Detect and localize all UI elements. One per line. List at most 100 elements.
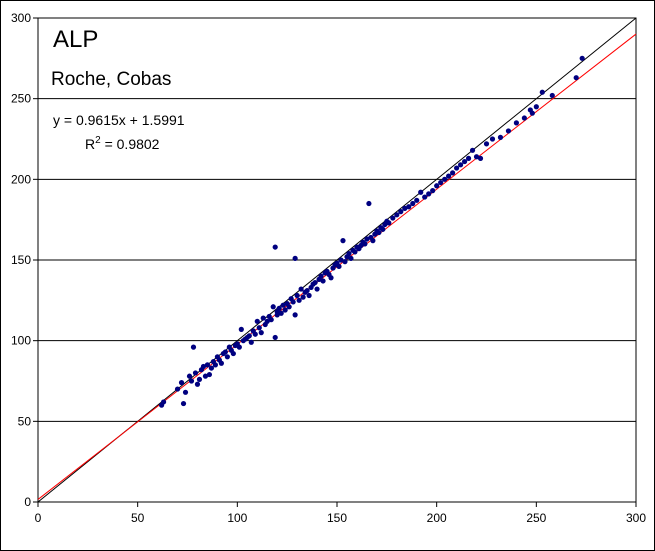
- data-point: [497, 134, 504, 140]
- data-point: [292, 255, 298, 261]
- data-point: [418, 189, 424, 195]
- data-point: [224, 354, 230, 360]
- data-point: [286, 304, 292, 310]
- data-point: [438, 179, 444, 186]
- y-tick-label: 0: [24, 495, 31, 509]
- chart-title: ALP: [53, 26, 98, 53]
- x-axis-ticks: 0 50 100 150 200 250 300: [35, 502, 646, 525]
- data-point: [204, 362, 211, 368]
- x-tick-label: 50: [131, 511, 145, 525]
- data-point: [579, 55, 585, 61]
- data-point: [521, 115, 527, 121]
- data-point: [292, 312, 298, 318]
- data-point: [539, 89, 545, 95]
- data-point: [294, 292, 300, 299]
- data-point: [380, 226, 386, 232]
- data-point: [278, 310, 284, 316]
- data-point: [450, 170, 456, 176]
- data-point: [328, 275, 334, 281]
- y-tick-label: 200: [11, 172, 31, 186]
- data-point: [186, 373, 193, 379]
- y-axis-ticks: 0 50 100 150 200 250 300: [11, 11, 38, 509]
- data-point: [446, 173, 452, 179]
- data-point: [410, 200, 416, 207]
- data-point: [206, 371, 213, 378]
- data-point: [340, 238, 346, 244]
- data-point: [505, 128, 512, 134]
- data-point: [390, 215, 396, 221]
- data-point: [256, 325, 262, 331]
- y-tick-label: 150: [11, 253, 31, 267]
- data-point: [469, 147, 476, 153]
- data-point: [402, 205, 408, 211]
- data-point: [300, 294, 306, 300]
- data-point: [290, 299, 296, 305]
- data-point: [222, 349, 228, 355]
- y-tick-label: 250: [11, 92, 31, 106]
- y-tick-label: 100: [11, 334, 31, 348]
- data-point: [258, 330, 264, 336]
- data-point: [190, 344, 197, 350]
- data-point: [366, 200, 372, 207]
- x-tick-label: 150: [327, 511, 347, 525]
- data-point: [270, 304, 276, 310]
- data-point: [364, 236, 370, 242]
- data-point: [529, 110, 535, 116]
- data-point: [461, 158, 468, 165]
- data-point: [178, 380, 185, 386]
- data-point: [426, 191, 432, 197]
- data-point: [230, 350, 236, 357]
- data-point: [276, 305, 282, 311]
- data-point: [386, 220, 392, 226]
- data-point: [188, 378, 195, 384]
- data-point: [254, 318, 260, 324]
- data-point: [268, 317, 274, 323]
- data-point: [465, 155, 472, 161]
- data-point: [346, 250, 352, 257]
- data-point: [398, 209, 404, 215]
- data-point: [212, 362, 219, 368]
- data-point: [246, 333, 252, 339]
- data-point: [264, 318, 270, 324]
- data-point: [296, 297, 302, 303]
- data-point: [318, 273, 324, 279]
- data-point: [352, 249, 358, 255]
- data-point: [196, 376, 203, 382]
- data-point: [304, 288, 310, 294]
- r2-value: = 0.9802: [101, 136, 160, 152]
- data-point: [442, 176, 448, 182]
- data-point: [248, 339, 254, 345]
- data-point: [336, 263, 342, 270]
- data-point: [182, 389, 189, 395]
- data-point: [298, 286, 304, 292]
- r-squared-label: R2 = 0.9802: [85, 135, 160, 152]
- data-point: [202, 373, 209, 379]
- data-point: [457, 162, 464, 168]
- data-point: [376, 229, 382, 236]
- data-point: [338, 257, 344, 263]
- data-point: [194, 381, 201, 387]
- data-points: [158, 55, 585, 408]
- x-tick-label: 300: [626, 511, 646, 525]
- data-point: [282, 307, 288, 313]
- chart-subtitle: Roche, Cobas: [51, 69, 171, 90]
- x-tick-label: 0: [35, 511, 42, 525]
- data-point: [489, 136, 496, 142]
- data-point: [180, 400, 187, 407]
- data-point: [192, 370, 199, 376]
- data-point: [406, 204, 412, 210]
- data-point: [477, 155, 484, 161]
- x-tick-label: 250: [526, 511, 546, 525]
- data-point: [260, 315, 266, 321]
- data-point: [236, 344, 242, 350]
- x-tick-label: 100: [227, 511, 247, 525]
- data-point: [394, 212, 400, 218]
- data-point: [454, 165, 460, 171]
- data-point: [414, 197, 420, 203]
- r2-prefix: R: [85, 136, 95, 152]
- data-point: [422, 194, 428, 200]
- data-point: [200, 363, 207, 370]
- data-point: [160, 399, 167, 405]
- data-point: [218, 360, 224, 366]
